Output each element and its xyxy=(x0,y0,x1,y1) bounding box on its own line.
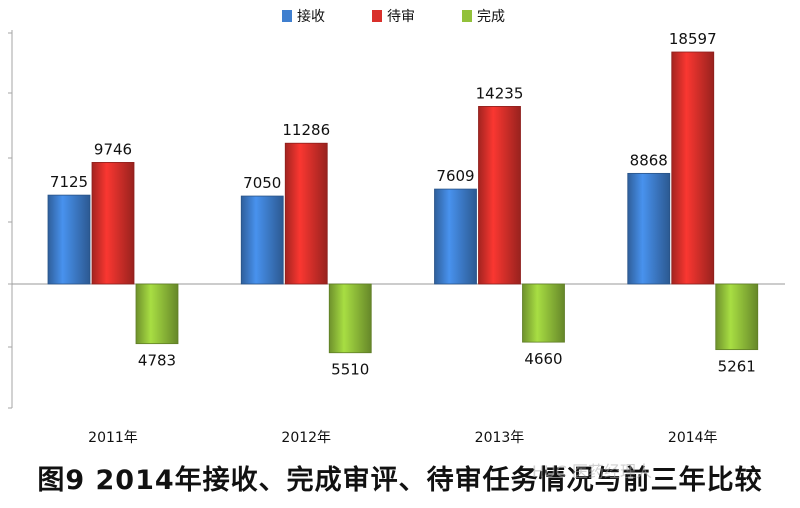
data-label: 7050 xyxy=(243,174,281,192)
legend-label-完成: 完成 xyxy=(477,9,505,25)
bar-完成-2014年 xyxy=(715,283,759,351)
legend-swatch-接收 xyxy=(282,10,292,22)
data-label: 7125 xyxy=(50,173,88,191)
bar-接收-2014年 xyxy=(627,172,671,285)
x-tick-label: 2013年 xyxy=(475,430,525,446)
bar-待审-2012年 xyxy=(284,142,328,285)
legend-label-待审: 待审 xyxy=(387,9,415,25)
bar-chart: 7125 9746 4783 2011年 7050 11286 5510 2012年 7609 1… xyxy=(8,8,785,446)
data-label: 5510 xyxy=(331,361,369,379)
data-label: 14235 xyxy=(476,84,524,102)
bar-待审-2014年 xyxy=(671,51,715,285)
x-tick-label: 2012年 xyxy=(281,430,331,446)
bar-接收-2011年 xyxy=(47,194,91,285)
data-label: 4783 xyxy=(138,352,176,370)
legend-label-接收: 接收 xyxy=(297,8,325,25)
data-label: 18597 xyxy=(669,30,717,48)
data-label: 7609 xyxy=(436,167,474,185)
data-label: 9746 xyxy=(94,140,132,158)
watermark: HUC 医药经理人 xyxy=(532,462,653,481)
x-tick-label: 2014年 xyxy=(668,430,718,446)
bar-完成-2012年 xyxy=(328,283,372,354)
bar-待审-2011年 xyxy=(91,162,135,285)
data-label: 11286 xyxy=(282,121,330,139)
figure-caption: 图9 2014年接收、完成审评、待审任务情况与前三年比较 xyxy=(37,465,763,496)
bar-接收-2012年 xyxy=(240,195,284,285)
bar-接收-2013年 xyxy=(434,188,477,285)
legend-swatch-待审 xyxy=(372,10,382,22)
bar-完成-2013年 xyxy=(522,283,565,343)
data-label: 5261 xyxy=(718,358,756,376)
x-tick-label: 2011年 xyxy=(88,430,138,446)
legend-swatch-完成 xyxy=(462,10,472,22)
data-label: 8868 xyxy=(630,151,668,169)
data-label: 4660 xyxy=(524,350,562,368)
bar-完成-2011年 xyxy=(135,283,179,345)
bar-待审-2013年 xyxy=(478,106,521,285)
